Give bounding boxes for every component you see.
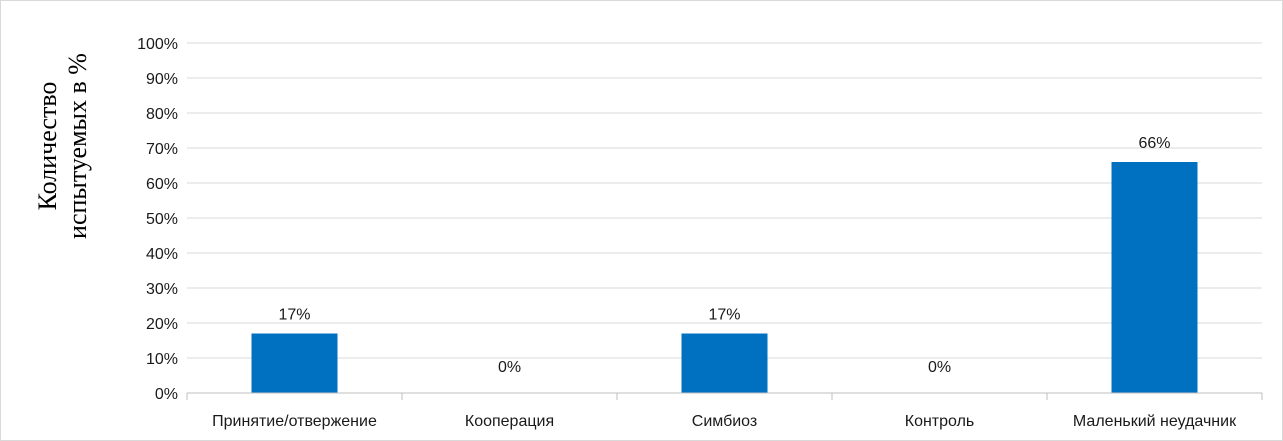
- data-label: 17%: [708, 307, 740, 324]
- y-axis-label: Количество испытуемых в %: [33, 53, 92, 239]
- x-axis: [186, 392, 1263, 400]
- x-axis-categories: Принятие/отвержение Кооперация Симбиоз Конт…: [212, 413, 1237, 430]
- bars: [251, 162, 1198, 393]
- data-label: 0%: [498, 359, 521, 376]
- y-tick-label: 80%: [146, 106, 178, 123]
- bar: [681, 333, 768, 393]
- x-category-label: Симбиоз: [692, 413, 757, 430]
- y-tick-label: 50%: [146, 211, 178, 228]
- y-tick-label: 90%: [146, 71, 178, 88]
- x-category-label: Контроль: [905, 413, 975, 430]
- y-axis-label-line-1: Количество: [33, 82, 62, 211]
- data-labels: 17% 0% 17% 0% 66%: [278, 135, 1170, 376]
- bar: [251, 333, 338, 393]
- gridlines: [187, 42, 1262, 359]
- y-tick-label: 30%: [146, 281, 178, 298]
- y-axis-ticks: 0% 10% 20% 30% 40% 50% 60% 70% 80% 90% 100%: [137, 36, 178, 403]
- y-tick-label: 40%: [146, 246, 178, 263]
- y-tick-label: 70%: [146, 141, 178, 158]
- y-tick-label: 100%: [137, 36, 178, 53]
- data-label: 0%: [928, 359, 951, 376]
- y-tick-label: 20%: [146, 316, 178, 333]
- bar: [1111, 162, 1198, 393]
- x-category-label: Маленький неудачник: [1073, 413, 1237, 430]
- y-axis-label-line-2: испытуемых в %: [63, 53, 92, 239]
- data-label: 66%: [1138, 135, 1170, 152]
- data-label: 17%: [278, 307, 310, 324]
- x-category-label: Принятие/отвержение: [212, 413, 377, 430]
- y-tick-label: 10%: [146, 351, 178, 368]
- y-tick-label: 60%: [146, 176, 178, 193]
- y-tick-label: 0%: [155, 386, 178, 403]
- x-category-label: Кооперация: [465, 413, 554, 430]
